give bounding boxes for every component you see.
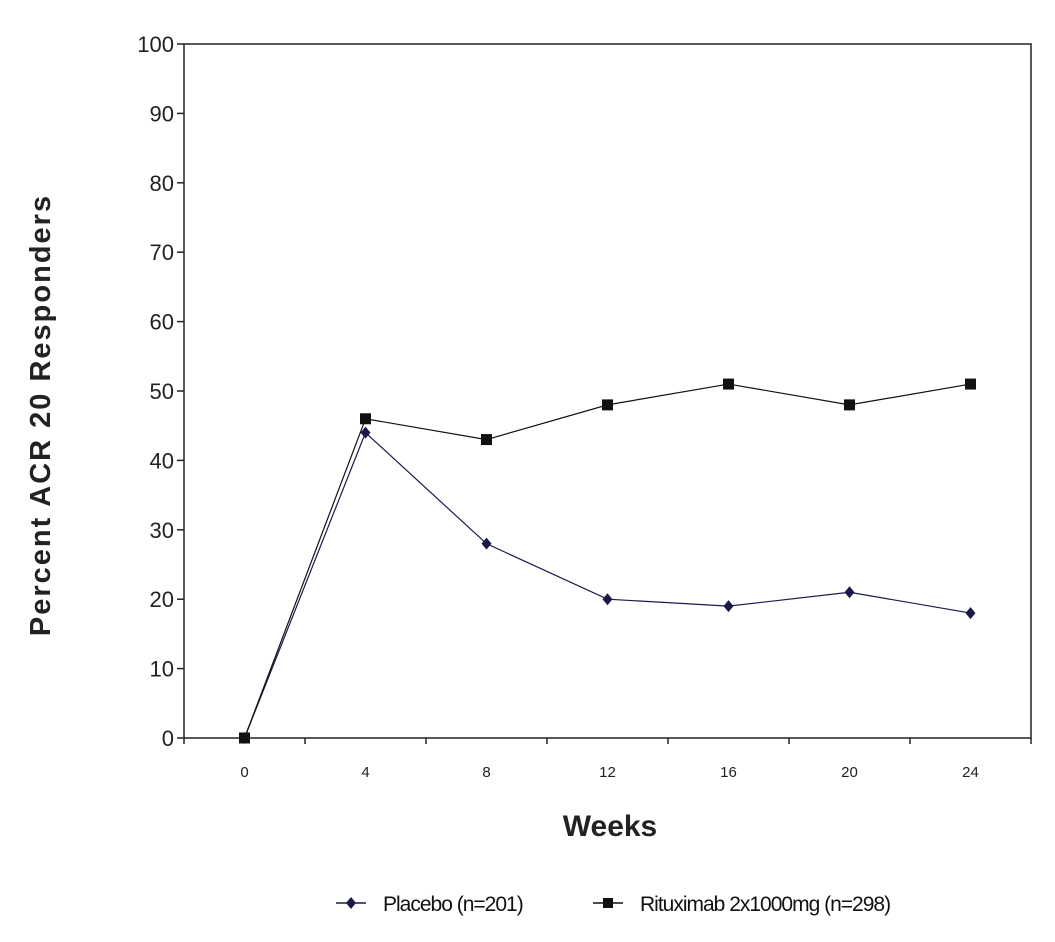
legend-item-rituximab: Rituximab 2x1000mg (n=298) bbox=[593, 893, 891, 916]
data-point-diamond bbox=[602, 593, 613, 606]
x-tick-labels: 0 4 8 12 16 20 24 bbox=[240, 764, 979, 781]
y-tick-label: 20 bbox=[150, 587, 174, 612]
x-tick-label: 4 bbox=[361, 764, 369, 781]
y-tick-label: 70 bbox=[150, 240, 174, 265]
data-point-square bbox=[723, 378, 734, 390]
square-marker-icon bbox=[603, 898, 613, 908]
data-point-square bbox=[481, 434, 492, 446]
data-point-diamond bbox=[481, 537, 492, 550]
x-tick-label: 16 bbox=[720, 764, 737, 781]
y-tick-label: 40 bbox=[150, 448, 174, 473]
x-tick-label: 8 bbox=[482, 764, 490, 781]
x-tick-label: 20 bbox=[841, 764, 858, 781]
x-axis-label: Weeks bbox=[563, 810, 658, 843]
y-tick-label: 80 bbox=[150, 171, 174, 196]
data-point-square bbox=[965, 378, 976, 390]
legend-label-rituximab: Rituximab 2x1000mg (n=298) bbox=[640, 893, 890, 916]
data-point-square bbox=[239, 732, 250, 744]
y-axis-label: Percent ACR 20 Responders bbox=[25, 194, 57, 636]
y-tick-label: 50 bbox=[150, 379, 174, 404]
plot-frame bbox=[183, 43, 1032, 739]
legend: Placebo (n=201) Rituximab 2x1000mg (n=29… bbox=[336, 893, 891, 916]
y-tick-label: 60 bbox=[150, 310, 174, 335]
axes bbox=[177, 43, 1032, 744]
y-tick-labels: 0 10 20 30 40 50 60 70 80 90 100 bbox=[137, 32, 174, 751]
y-tick-label: 30 bbox=[150, 518, 174, 543]
y-tick-label: 90 bbox=[150, 101, 174, 126]
series-line bbox=[243, 383, 971, 739]
y-tick-label: 0 bbox=[162, 726, 174, 751]
series-rituximab bbox=[239, 378, 976, 744]
data-point-diamond bbox=[723, 600, 734, 613]
x-tick-label: 0 bbox=[240, 764, 248, 781]
data-point-diamond bbox=[360, 426, 371, 439]
x-tick-label: 24 bbox=[962, 764, 979, 781]
data-point-square bbox=[360, 413, 371, 425]
data-point-square bbox=[844, 399, 855, 411]
x-tick-label: 12 bbox=[599, 764, 616, 781]
series-line bbox=[243, 431, 971, 739]
series-layer bbox=[239, 378, 976, 744]
y-tick-label: 100 bbox=[137, 32, 174, 57]
diamond-marker-icon bbox=[346, 897, 356, 909]
legend-item-placebo: Placebo (n=201) bbox=[336, 893, 524, 916]
series-placebo bbox=[239, 426, 976, 744]
y-tick-label: 10 bbox=[150, 657, 174, 682]
data-point-diamond bbox=[844, 586, 855, 599]
data-point-diamond bbox=[965, 607, 976, 620]
legend-label-placebo: Placebo (n=201) bbox=[383, 893, 523, 916]
data-point-square bbox=[602, 399, 613, 411]
